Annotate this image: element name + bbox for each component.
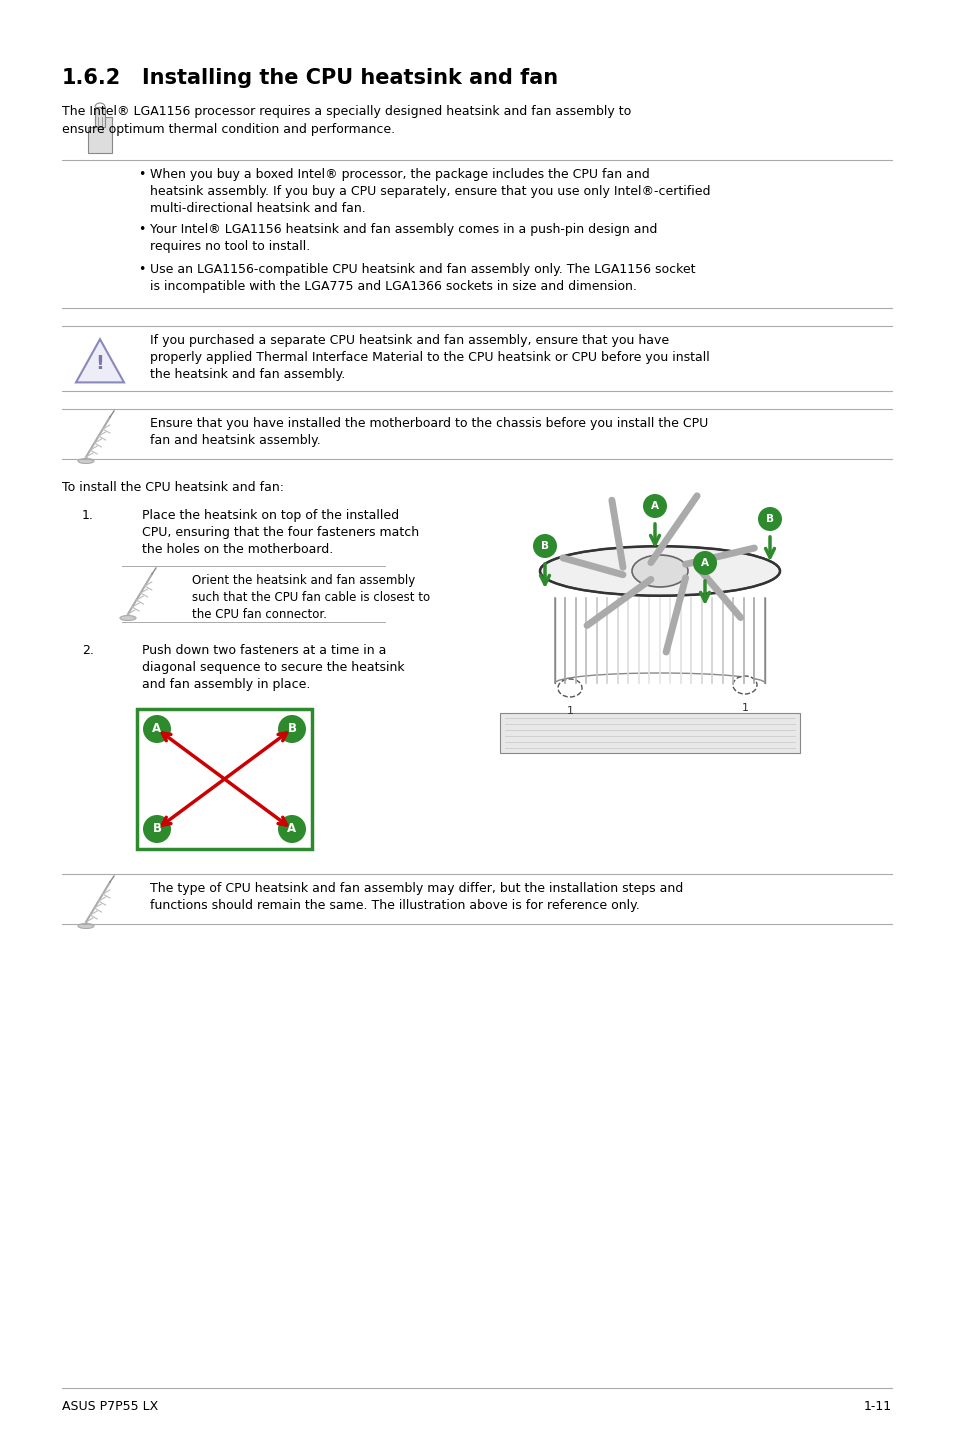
Ellipse shape	[120, 615, 136, 621]
Text: When you buy a boxed Intel® processor, the package includes the CPU fan and
heat: When you buy a boxed Intel® processor, t…	[150, 168, 710, 216]
Circle shape	[143, 815, 171, 843]
Text: 1: 1	[740, 703, 748, 713]
Text: If you purchased a separate CPU heatsink and fan assembly, ensure that you have
: If you purchased a separate CPU heatsink…	[150, 334, 709, 381]
Text: •: •	[138, 223, 145, 236]
Ellipse shape	[78, 459, 94, 463]
Text: B: B	[765, 513, 773, 523]
Text: Orient the heatsink and fan assembly
such that the CPU fan cable is closest to
t: Orient the heatsink and fan assembly suc…	[192, 574, 430, 621]
Text: !: !	[95, 354, 104, 372]
Text: 1-11: 1-11	[863, 1401, 891, 1414]
Text: A: A	[152, 722, 161, 735]
FancyBboxPatch shape	[499, 713, 800, 754]
Circle shape	[642, 495, 666, 518]
Circle shape	[533, 533, 557, 558]
Ellipse shape	[732, 676, 757, 695]
Circle shape	[143, 715, 171, 743]
Text: The type of CPU heatsink and fan assembly may differ, but the installation steps: The type of CPU heatsink and fan assembl…	[150, 881, 682, 912]
Text: •: •	[138, 263, 145, 276]
Ellipse shape	[539, 546, 780, 595]
Text: ASUS P7P55 LX: ASUS P7P55 LX	[62, 1401, 158, 1414]
Text: 1.: 1.	[82, 509, 93, 522]
Ellipse shape	[558, 679, 581, 697]
Text: B: B	[152, 823, 161, 835]
Text: B: B	[540, 541, 548, 551]
Text: Your Intel® LGA1156 heatsink and fan assembly comes in a push-pin design and
req: Your Intel® LGA1156 heatsink and fan ass…	[150, 223, 657, 253]
Text: A: A	[287, 823, 296, 835]
Circle shape	[692, 551, 717, 575]
Text: Installing the CPU heatsink and fan: Installing the CPU heatsink and fan	[142, 68, 558, 88]
FancyBboxPatch shape	[137, 709, 312, 848]
Text: 1: 1	[566, 706, 573, 716]
Text: Ensure that you have installed the motherboard to the chassis before you install: Ensure that you have installed the mothe…	[150, 417, 707, 447]
Polygon shape	[76, 339, 124, 383]
Polygon shape	[95, 106, 105, 127]
Polygon shape	[88, 116, 112, 152]
Ellipse shape	[631, 555, 687, 587]
Text: Push down two fasteners at a time in a
diagonal sequence to secure the heatsink
: Push down two fasteners at a time in a d…	[142, 644, 404, 692]
Circle shape	[758, 508, 781, 531]
Text: A: A	[700, 558, 708, 568]
Text: A: A	[650, 500, 659, 510]
Text: The Intel® LGA1156 processor requires a specially designed heatsink and fan asse: The Intel® LGA1156 processor requires a …	[62, 105, 631, 137]
Ellipse shape	[78, 923, 94, 929]
Text: Place the heatsink on top of the installed
CPU, ensuring that the four fasteners: Place the heatsink on top of the install…	[142, 509, 418, 557]
Text: 2.: 2.	[82, 644, 93, 657]
Text: To install the CPU heatsink and fan:: To install the CPU heatsink and fan:	[62, 480, 284, 495]
Circle shape	[277, 815, 306, 843]
Text: B: B	[287, 722, 296, 735]
Text: 1.6.2: 1.6.2	[62, 68, 121, 88]
Text: •: •	[138, 168, 145, 181]
Circle shape	[277, 715, 306, 743]
Text: Use an LGA1156-compatible CPU heatsink and fan assembly only. The LGA1156 socket: Use an LGA1156-compatible CPU heatsink a…	[150, 263, 695, 293]
